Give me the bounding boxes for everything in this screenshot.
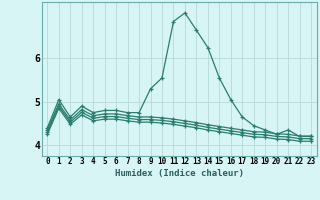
X-axis label: Humidex (Indice chaleur): Humidex (Indice chaleur) <box>115 169 244 178</box>
